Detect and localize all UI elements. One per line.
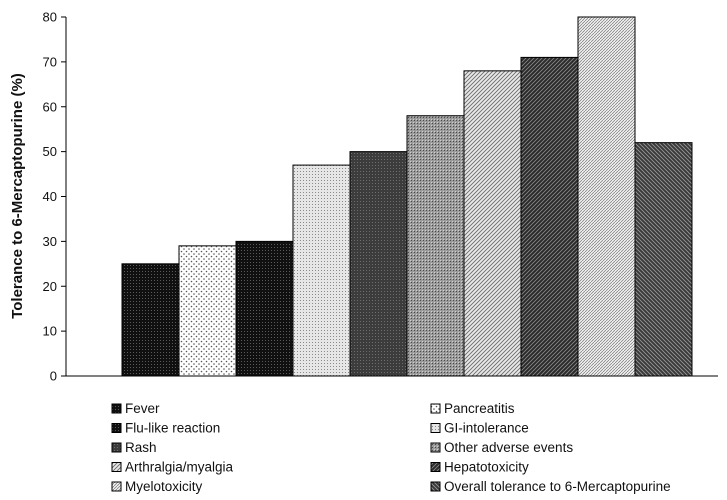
legend-swatch: [430, 442, 441, 453]
legend-swatch: [430, 423, 441, 433]
legend-swatch: [430, 481, 441, 492]
bar-overall-tolerance-to-6-mercaptopurine: [634, 142, 693, 377]
legend-label: Other adverse events: [444, 440, 573, 455]
y-tick-label: 80: [43, 10, 57, 25]
legend-swatch: [111, 481, 122, 492]
bar-fever: [121, 263, 180, 377]
legend-swatch: [111, 442, 122, 453]
y-tick-label: 50: [43, 144, 57, 159]
legend: Fever Flu-like reaction Rash Arthralgia/mya…: [111, 401, 671, 494]
y-tick-label: 70: [43, 54, 57, 69]
legend-swatch: [111, 462, 122, 472]
legend-label: Pancreatitis: [444, 401, 515, 416]
legend-swatch: [111, 423, 122, 433]
bar-hepatotoxicity: [520, 56, 579, 377]
bars: [121, 16, 693, 377]
bar-gi-intolerance: [292, 164, 351, 377]
y-axis-ticks: 0 10 20 30 40 50 60 70 80: [43, 10, 66, 384]
legend-label: Rash: [125, 440, 157, 455]
bar-myelotoxicity: [577, 16, 636, 377]
legend-label: GI-intolerance: [444, 421, 529, 436]
y-tick-label: 10: [43, 324, 57, 339]
bar-flu-like-reaction: [235, 240, 294, 377]
bar-pancreatitis: [178, 245, 237, 377]
legend-label: Fever: [125, 401, 160, 416]
bar-other-adverse-events: [406, 115, 465, 377]
y-tick-label: 40: [43, 189, 57, 204]
legend-swatch: [430, 403, 441, 414]
bar-rash: [349, 151, 408, 377]
legend-label: Overall tolerance to 6-Mercaptopurine: [444, 479, 671, 494]
legend-label: Myelotoxicity: [125, 479, 203, 494]
legend-label: Arthralgia/myalgia: [125, 460, 234, 475]
y-axis-label: Tolerance to 6-Mercaptopurine (%): [9, 73, 26, 319]
y-tick-label: 0: [50, 369, 57, 384]
y-tick-label: 60: [43, 99, 57, 114]
legend-label: Hepatotoxicity: [444, 460, 529, 475]
y-tick-label: 30: [43, 234, 57, 249]
bar-arthralgia-myalgia: [463, 70, 522, 377]
legend-swatch: [111, 403, 122, 414]
legend-label: Flu-like reaction: [125, 421, 220, 436]
y-tick-label: 20: [43, 279, 57, 294]
legend-swatch: [430, 462, 441, 472]
